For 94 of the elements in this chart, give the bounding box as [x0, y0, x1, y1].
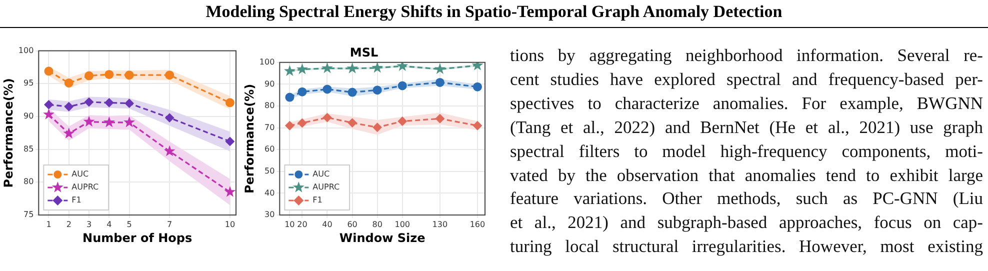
x-axis-title: Window Size: [339, 230, 426, 245]
legend-label: F1: [312, 196, 322, 205]
text: et al., 2021) and subgraph-based approaches, focus on cap-: [510, 211, 983, 234]
point: [44, 66, 54, 76]
point: [398, 81, 407, 90]
point: [225, 136, 234, 146]
chart-title: MSL: [350, 45, 378, 60]
point: [124, 98, 134, 108]
text: cent studies have explored spectral and frequency-based per-: [510, 68, 983, 91]
point: [435, 78, 444, 87]
point: [64, 78, 74, 88]
point: [322, 62, 333, 74]
point: [63, 128, 75, 138]
y-tick-label: 60: [264, 144, 275, 154]
x-tick-label: 130: [432, 220, 448, 229]
x-tick-label: 10: [284, 220, 295, 229]
point: [43, 108, 54, 120]
legend-label: AUPRC: [312, 182, 340, 192]
text: spectral filters to model high-frequency components, moti-: [510, 140, 983, 163]
point: [472, 121, 482, 130]
point: [434, 63, 446, 74]
point: [103, 116, 115, 128]
point: [165, 113, 174, 122]
point: [83, 116, 95, 127]
point: [372, 122, 382, 132]
y-tick-label: 95: [23, 78, 34, 88]
x-tick-label: 10: [224, 220, 236, 229]
x-tick-label: 1: [46, 220, 52, 229]
x-axis-title: Number of Hops: [82, 230, 192, 245]
point: [284, 65, 296, 76]
point: [348, 118, 357, 128]
y-tick-label: 75: [23, 210, 34, 220]
point: [372, 62, 384, 73]
y-tick-label: 100: [18, 46, 34, 55]
y-tick-label: 90: [23, 112, 34, 121]
point: [435, 114, 444, 124]
text: Modeling Spectral Energy Shifts in Spatio-Temporal Graph Anomaly Detection: [0, 2, 988, 28]
point: [104, 98, 114, 108]
y-tick-label: 80: [264, 101, 275, 110]
x-tick-label: 160: [470, 220, 486, 229]
text: (Tang et al., 2022) and BernNet (He et al., 2021) use graph: [510, 116, 983, 139]
point: [398, 116, 407, 126]
point: [298, 118, 307, 128]
legend-label: AUC: [72, 170, 89, 179]
point: [164, 145, 176, 156]
x-tick-label: 20: [297, 220, 308, 229]
x-tick-label: 4: [106, 220, 112, 229]
point: [44, 100, 54, 110]
y-axis-title: Performance(%): [1, 78, 16, 188]
point: [372, 86, 382, 95]
y-tick-label: 50: [264, 166, 275, 176]
y-tick-label: 70: [264, 122, 275, 132]
text: turing local structural irregularities. However, most existing: [510, 235, 983, 258]
legend-label: F1: [72, 196, 82, 205]
y-tick-label: 40: [264, 188, 275, 198]
legend-label: AUC: [312, 170, 330, 179]
point: [298, 87, 307, 96]
point: [322, 113, 332, 122]
y-tick-label: 100: [259, 57, 275, 66]
x-tick-label: 2: [66, 220, 72, 229]
x-tick-label: 7: [167, 220, 172, 229]
text: spectives to characterize anomalies. For example, BWGNN: [510, 92, 983, 115]
y-tick-label: 85: [23, 144, 34, 154]
y-tick-label: 90: [264, 79, 275, 88]
text: tions by aggregating neighborhood information. Several re-: [510, 44, 983, 67]
point: [348, 88, 357, 97]
point: [84, 71, 94, 80]
text: feature variations. Other methods, such as PC-GNN (Liu: [510, 187, 983, 210]
text: vated by the observation that anomalies tend to exhibit large: [510, 164, 983, 187]
point: [64, 102, 74, 112]
point: [165, 70, 174, 80]
x-tick-label: 80: [372, 220, 382, 229]
point: [84, 98, 94, 107]
legend-label: AUPRC: [72, 182, 99, 192]
x-tick-label: 60: [347, 220, 358, 229]
point: [285, 92, 294, 102]
y-axis-title: Performance(%): [242, 84, 256, 194]
y-tick-label: 80: [23, 177, 34, 186]
point: [346, 62, 358, 74]
x-tick-label: 100: [394, 220, 410, 229]
point: [225, 98, 234, 108]
point: [224, 186, 236, 197]
point: [396, 62, 408, 71]
x-tick-label: 3: [86, 220, 92, 229]
point: [124, 116, 135, 128]
x-tick-label: 40: [322, 220, 332, 229]
point: [296, 63, 308, 74]
point: [472, 82, 482, 92]
point: [322, 84, 332, 94]
point: [124, 70, 134, 80]
y-tick-label: 30: [264, 210, 275, 220]
point: [104, 70, 114, 79]
x-tick-label: 5: [126, 220, 132, 229]
point: [285, 121, 294, 130]
